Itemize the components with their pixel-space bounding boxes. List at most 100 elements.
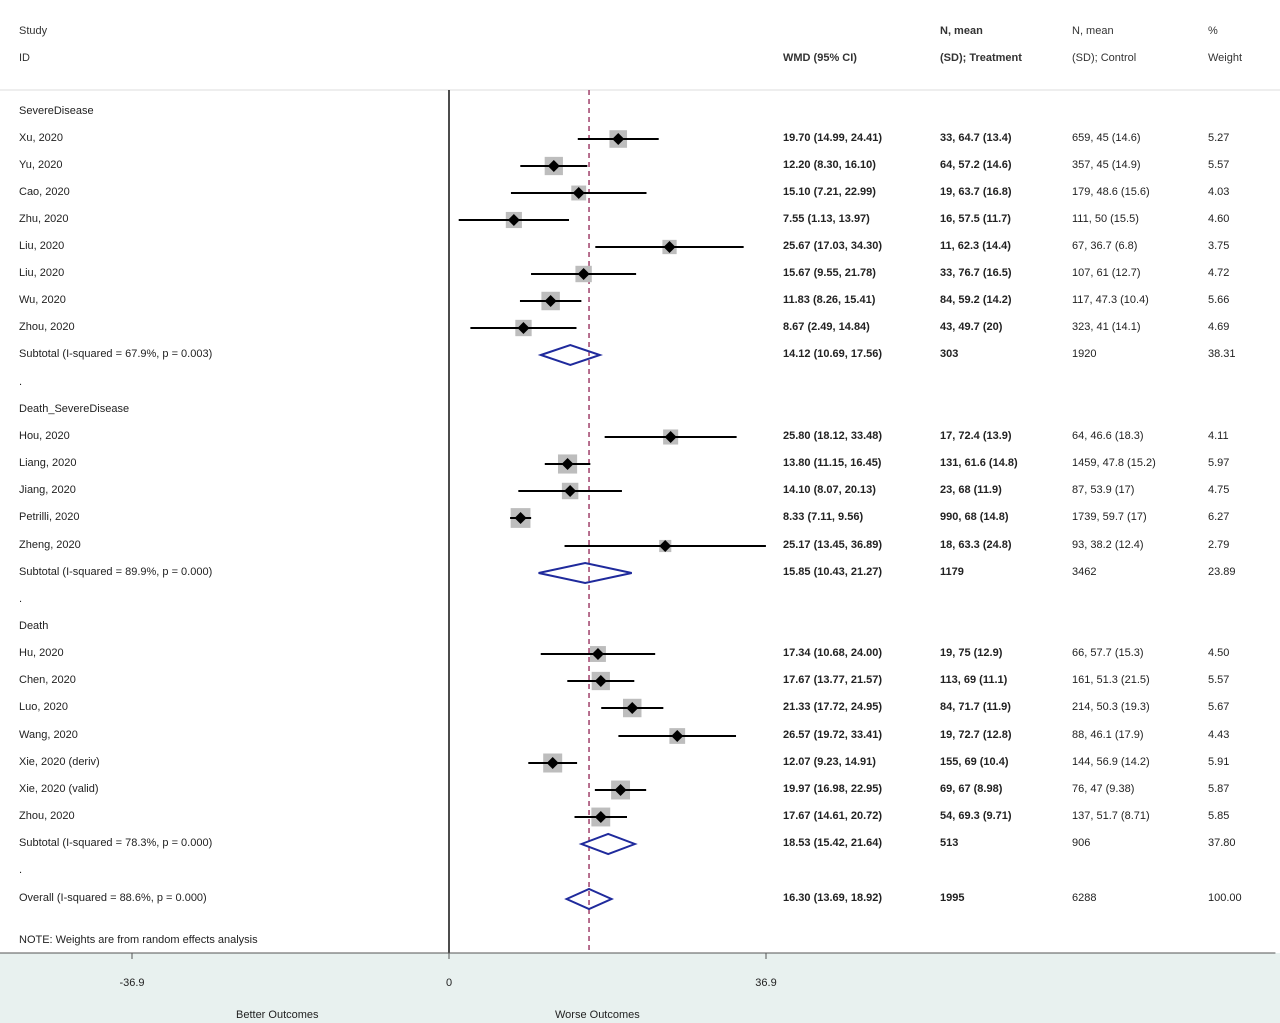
control-value: 144, 56.9 (14.2): [1072, 756, 1150, 768]
weight-value: 5.67: [1208, 701, 1230, 713]
wmd-ci-value: 19.97 (16.98, 22.95): [783, 783, 883, 795]
weight-value: 5.87: [1208, 783, 1230, 795]
row-label: Liu, 2020: [19, 240, 65, 252]
row-label: Liang, 2020: [19, 457, 77, 469]
row-label: Zhou, 2020: [19, 321, 75, 333]
point-estimate: [577, 268, 590, 280]
point-estimate: [564, 485, 577, 497]
control-value: 1920: [1072, 348, 1097, 360]
control-value: 906: [1072, 837, 1091, 849]
weight-value: 4.60: [1208, 213, 1230, 225]
point-estimate: [659, 540, 672, 552]
row-label: Petrilli, 2020: [19, 511, 80, 523]
point-estimate: [671, 730, 684, 742]
control-value: 357, 45 (14.9): [1072, 159, 1141, 171]
wmd-ci-value: 17.34 (10.68, 24.00): [783, 647, 883, 659]
treatment-value: 155, 69 (10.4): [940, 756, 1009, 768]
wmd-ci-value: 25.80 (18.12, 33.48): [783, 430, 883, 442]
treatment-value: 18, 63.3 (24.8): [940, 539, 1012, 551]
row-label: Xie, 2020 (valid): [19, 783, 99, 795]
weight-value: 5.57: [1208, 159, 1230, 171]
weight-value: 5.85: [1208, 810, 1230, 822]
treatment-value: 990, 68 (14.8): [940, 511, 1009, 523]
point-estimate: [546, 757, 559, 769]
weight-value: 37.80: [1208, 837, 1236, 849]
treatment-value: 1179: [940, 566, 964, 578]
row-label: Wang, 2020: [19, 729, 78, 741]
row-label: Yu, 2020: [19, 159, 63, 171]
treatment-value: 23, 68 (11.9): [940, 484, 1002, 496]
weight-value: 5.91: [1208, 756, 1230, 768]
weight-value: 4.69: [1208, 321, 1230, 333]
row-label: Death: [19, 620, 49, 632]
weight-value: 3.75: [1208, 240, 1230, 252]
header-control-line1: N, mean: [1072, 25, 1114, 37]
wmd-ci-value: 15.10 (7.21, 22.99): [783, 186, 876, 198]
weight-value: 5.27: [1208, 132, 1230, 144]
row-label: Overall (I-squared = 88.6%, p = 0.000): [19, 892, 207, 904]
wmd-ci-value: 26.57 (19.72, 33.41): [783, 729, 883, 741]
treatment-value: 16, 57.5 (11.7): [940, 213, 1011, 225]
treatment-value: 19, 72.7 (12.8): [940, 729, 1012, 741]
point-estimate: [594, 811, 607, 823]
control-value: 3462: [1072, 566, 1097, 578]
wmd-ci-value: 8.33 (7.11, 9.56): [783, 511, 864, 523]
control-value: 93, 38.2 (12.4): [1072, 539, 1144, 551]
weight-value: 38.31: [1208, 348, 1236, 360]
treatment-value: 131, 61.6 (14.8): [940, 457, 1018, 469]
wmd-ci-value: 17.67 (14.61, 20.72): [783, 810, 883, 822]
treatment-value: 19, 75 (12.9): [940, 647, 1003, 659]
wmd-ci-value: 18.53 (15.42, 21.64): [783, 837, 883, 849]
axis-band: [0, 953, 1280, 1023]
row-label: Xie, 2020 (deriv): [19, 756, 100, 768]
wmd-ci-value: 25.67 (17.03, 34.30): [783, 240, 883, 252]
x-tick-label-2: 36.9: [755, 977, 777, 989]
weight-value: 6.27: [1208, 511, 1230, 523]
weight-value: 4.03: [1208, 186, 1230, 198]
header-control-line2: (SD); Control: [1072, 52, 1137, 64]
control-value: 117, 47.3 (10.4): [1072, 294, 1149, 306]
wmd-ci-value: 13.80 (11.15, 16.45): [783, 457, 882, 469]
treatment-value: 19, 63.7 (16.8): [940, 186, 1012, 198]
treatment-value: 1995: [940, 892, 965, 904]
point-estimate: [572, 187, 585, 199]
point-estimate: [517, 322, 530, 334]
control-value: 161, 51.3 (21.5): [1072, 674, 1150, 686]
treatment-value: 64, 57.2 (14.6): [940, 159, 1012, 171]
row-label: Zheng, 2020: [19, 539, 81, 551]
note-text: NOTE: Weights are from random effects an…: [19, 934, 258, 946]
control-value: 659, 45 (14.6): [1072, 132, 1141, 144]
row-label: Subtotal (I-squared = 78.3%, p = 0.000): [19, 837, 213, 849]
treatment-value: 303: [940, 348, 959, 360]
weight-value: 4.75: [1208, 484, 1230, 496]
header-study: Study: [19, 25, 48, 37]
wmd-ci-value: 16.30 (13.69, 18.92): [783, 892, 883, 904]
wmd-ci-value: 7.55 (1.13, 13.97): [783, 213, 870, 225]
treatment-value: 54, 69.3 (9.71): [940, 810, 1012, 822]
point-estimate: [594, 675, 607, 687]
wmd-ci-value: 8.67 (2.49, 14.84): [783, 321, 870, 333]
control-value: 64, 46.6 (18.3): [1072, 430, 1144, 442]
row-label: Luo, 2020: [19, 701, 68, 713]
treatment-value: 33, 76.7 (16.5): [940, 267, 1012, 279]
control-value: 323, 41 (14.1): [1072, 321, 1141, 333]
row-label: Liu, 2020: [19, 267, 65, 279]
row-label: Chen, 2020: [19, 674, 76, 686]
wmd-ci-value: 14.12 (10.69, 17.56): [783, 348, 883, 360]
x-tick-label-0: -36.9: [119, 977, 145, 989]
weight-value: 100.00: [1208, 892, 1242, 904]
subtotal-diamond: [578, 832, 638, 856]
treatment-value: 11, 62.3 (14.4): [940, 240, 1011, 252]
row-label: Zhou, 2020: [19, 810, 75, 822]
header-wmd: WMD (95% CI): [783, 52, 857, 64]
wmd-ci-value: 17.67 (13.77, 21.57): [783, 674, 883, 686]
row-label: Cao, 2020: [19, 186, 70, 198]
weight-value: 2.79: [1208, 539, 1230, 551]
wmd-ci-value: 15.67 (9.55, 21.78): [783, 267, 876, 279]
wmd-ci-value: 15.85 (10.43, 21.27): [783, 566, 883, 578]
control-value: 107, 61 (12.7): [1072, 267, 1141, 279]
wmd-ci-value: 14.10 (8.07, 20.13): [783, 484, 876, 496]
control-value: 6288: [1072, 892, 1097, 904]
